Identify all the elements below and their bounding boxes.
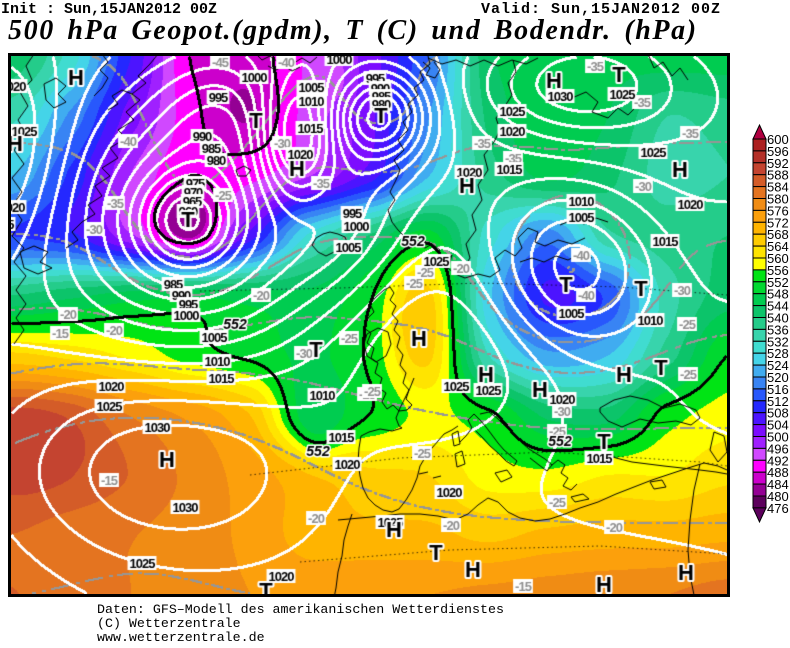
svg-text:580: 580 — [767, 192, 789, 207]
svg-text:576: 576 — [767, 203, 789, 218]
svg-text:496: 496 — [767, 441, 789, 456]
svg-text:564: 564 — [767, 239, 789, 254]
svg-text:524: 524 — [767, 358, 789, 373]
svg-text:584: 584 — [767, 180, 789, 195]
svg-text:548: 548 — [767, 287, 789, 302]
svg-text:504: 504 — [767, 418, 789, 433]
svg-text:568: 568 — [767, 227, 789, 242]
svg-text:588: 588 — [767, 168, 789, 183]
svg-text:528: 528 — [767, 346, 789, 361]
svg-text:516: 516 — [767, 382, 789, 397]
svg-text:544: 544 — [767, 299, 789, 314]
svg-text:536: 536 — [767, 322, 789, 337]
svg-text:512: 512 — [767, 394, 789, 409]
svg-text:596: 596 — [767, 144, 789, 159]
svg-text:560: 560 — [767, 251, 789, 266]
svg-text:572: 572 — [767, 215, 789, 230]
svg-text:556: 556 — [767, 263, 789, 278]
svg-text:476: 476 — [767, 501, 789, 516]
svg-text:592: 592 — [767, 156, 789, 171]
svg-text:480: 480 — [767, 489, 789, 504]
svg-text:508: 508 — [767, 406, 789, 421]
svg-text:532: 532 — [767, 334, 789, 349]
svg-text:520: 520 — [767, 370, 789, 385]
svg-text:488: 488 — [767, 465, 789, 480]
svg-text:552: 552 — [767, 275, 789, 290]
svg-text:540: 540 — [767, 311, 789, 326]
svg-text:484: 484 — [767, 477, 789, 492]
svg-text:500: 500 — [767, 430, 789, 445]
svg-text:492: 492 — [767, 453, 789, 468]
svg-text:600: 600 — [767, 132, 789, 147]
